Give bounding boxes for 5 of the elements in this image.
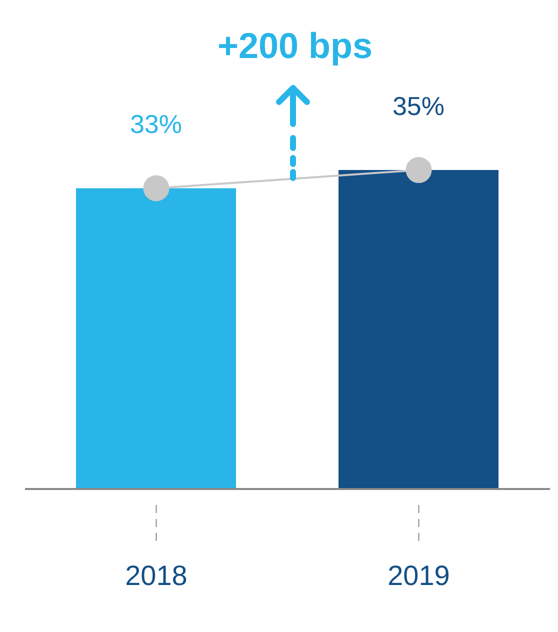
data-label: 33% (130, 109, 182, 140)
data-label: 35% (392, 91, 445, 121)
x-tick-label: 2018 (125, 560, 188, 591)
chart-title: +200 bps (216, 25, 374, 67)
x-tick-label: 2019 (388, 560, 450, 591)
